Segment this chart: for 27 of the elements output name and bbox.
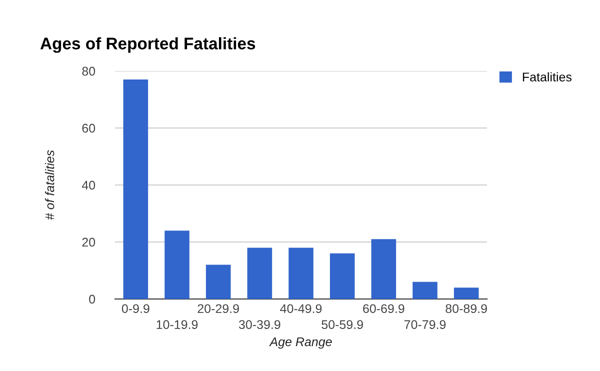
bar (330, 253, 355, 299)
y-axis-title: # of fatalities (45, 150, 54, 220)
x-tick-label: 70-79.9 (404, 320, 446, 330)
x-axis-title: Age Range (269, 337, 332, 349)
bar (454, 288, 479, 299)
x-tick-label: 30-39.9 (238, 320, 280, 330)
x-tick-label: 20-29.9 (198, 304, 239, 314)
bar (123, 80, 148, 299)
bar (206, 264, 231, 299)
bar (288, 248, 314, 299)
chart-title: Ages of Reported Fatalities (40, 37, 256, 53)
y-tick-label: 40 (82, 180, 96, 190)
bar (371, 239, 396, 299)
x-tick-label: 40-49.9 (280, 304, 322, 314)
x-tick-label: 80-89.9 (446, 304, 487, 314)
x-tick-label: 10-19.9 (156, 320, 198, 330)
bar (247, 248, 272, 299)
x-tick-label: 50-59.9 (322, 320, 363, 330)
y-tick-label: 20 (82, 238, 96, 247)
x-tick-label: 60-69.9 (363, 304, 404, 314)
bar (412, 282, 438, 299)
x-tick-label: 0-9.9 (122, 304, 150, 314)
y-tick-label: 80 (82, 66, 96, 76)
y-tick-label: 60 (82, 124, 96, 133)
legend-label: Fatalities (522, 72, 572, 82)
y-tick-label: 0 (89, 294, 96, 304)
bar (164, 230, 190, 299)
